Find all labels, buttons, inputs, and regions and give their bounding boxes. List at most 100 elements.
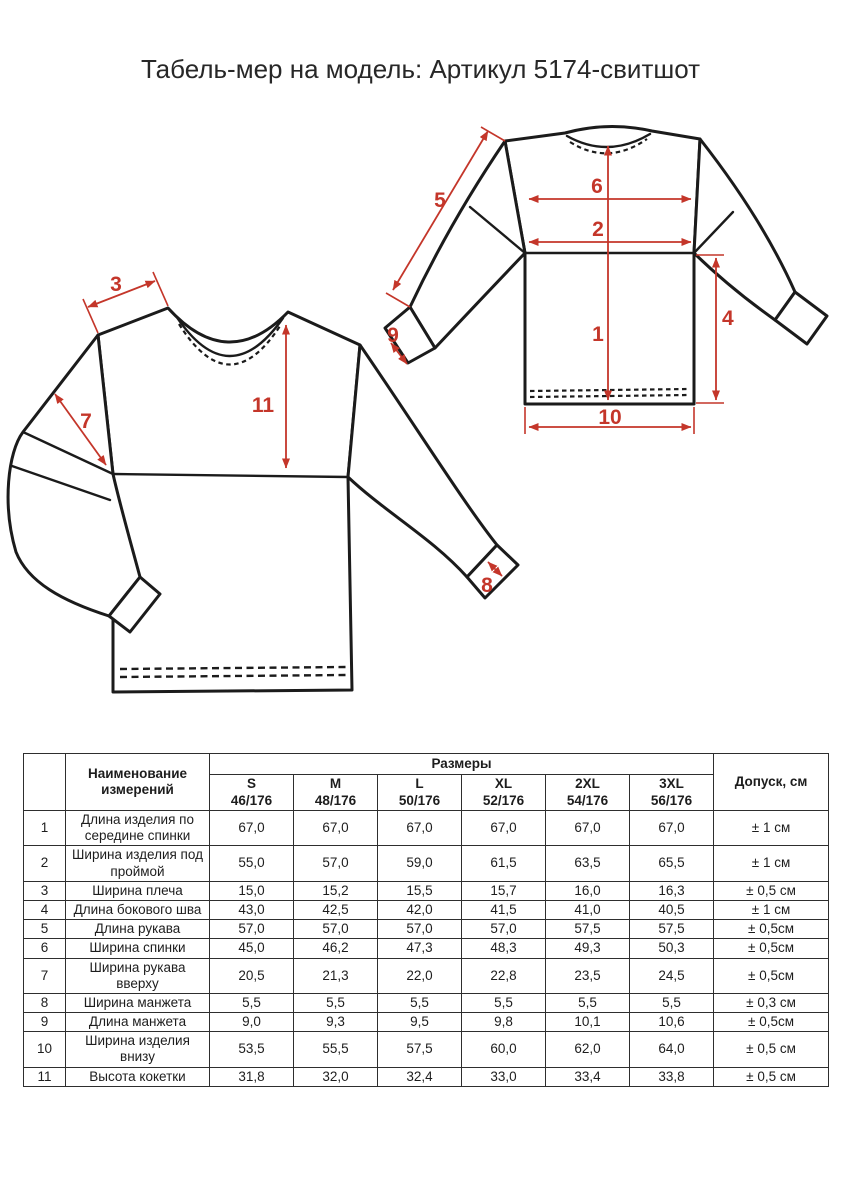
back-right-armhole-seam bbox=[692, 210, 735, 255]
value-cell: 64,0 bbox=[628, 1031, 715, 1068]
value-cell: 67,0 bbox=[377, 809, 462, 847]
value-cell: 47,3 bbox=[377, 938, 462, 959]
value-cell: 45,0 bbox=[209, 938, 294, 959]
size-header-cell: M 48/176 bbox=[293, 774, 378, 811]
dim-8-arrow bbox=[487, 561, 503, 577]
size-header-cell: 2XL 54/176 bbox=[545, 774, 630, 811]
size-header-row: S 46/176 M 48/176 L 50/176 XL 52/176 2XL 54/176 3X… bbox=[24, 774, 829, 811]
front-yoke-seam bbox=[111, 472, 350, 479]
value-cell: 55,0 bbox=[209, 845, 294, 882]
value-cell: 20,5 bbox=[209, 957, 294, 994]
size-label: L bbox=[415, 776, 424, 792]
size-height-label: 54/176 bbox=[566, 792, 609, 808]
value-cell: 57,0 bbox=[293, 919, 378, 940]
size-height-label: 46/176 bbox=[230, 792, 273, 808]
value-cell: 57,5 bbox=[545, 919, 630, 940]
dim-label-7: 7 bbox=[80, 410, 92, 433]
value-cell: 33,8 bbox=[628, 1066, 715, 1087]
tolerance-column-header: Допуск, см bbox=[713, 753, 830, 811]
value-cell: 5,5 bbox=[461, 992, 546, 1014]
value-cell: 21,3 bbox=[293, 957, 378, 994]
value-cell: 15,2 bbox=[293, 880, 378, 901]
row-number-cell: 9 bbox=[23, 1012, 66, 1033]
size-header-cell: L 50/176 bbox=[377, 774, 462, 811]
table-row: 5 Длина рукава 57,0 57,0 57,0 57,0 57,5 57,5 ± 0… bbox=[23, 919, 830, 940]
back-hem-stitch-1 bbox=[529, 387, 690, 393]
size-label: S bbox=[246, 776, 256, 792]
measurement-name-cell: Ширина изделия внизу bbox=[65, 1031, 210, 1068]
sweatshirt-back-view: 5 6 2 1 4 10 9 bbox=[383, 125, 829, 434]
measurement-name-cell: Высота кокетки bbox=[65, 1066, 210, 1087]
value-cell: 32,4 bbox=[377, 1066, 462, 1087]
row-number-cell: 11 bbox=[23, 1066, 66, 1087]
table-row: 2 Ширина изделия под проймой 55,0 57,0 59,0 6… bbox=[23, 845, 830, 882]
size-height-label: 50/176 bbox=[398, 792, 441, 808]
measurement-table: Наименование измерений Размеры Допуск, с… bbox=[23, 753, 830, 1087]
value-cell: 67,0 bbox=[293, 809, 378, 847]
sizes-group-header: Размеры bbox=[208, 753, 715, 775]
size-header-cell: S 46/176 bbox=[209, 774, 294, 811]
tolerance-cell: ± 0,5 см bbox=[713, 880, 830, 901]
dim-5-ext-a bbox=[480, 126, 506, 142]
value-cell: 57,0 bbox=[209, 919, 294, 940]
dim-3-ext-a bbox=[82, 298, 99, 334]
dim-5-ext-b bbox=[385, 292, 411, 308]
table-body: 1 Длина изделия по середине спинки 67,0 67,… bbox=[23, 809, 830, 1087]
value-cell: 67,0 bbox=[461, 809, 546, 847]
row-number-cell: 2 bbox=[23, 845, 66, 882]
number-column-header bbox=[23, 753, 66, 811]
value-cell: 43,0 bbox=[209, 899, 294, 921]
value-cell: 48,3 bbox=[461, 938, 546, 959]
value-cell: 22,8 bbox=[461, 957, 546, 994]
value-cell: 67,0 bbox=[545, 809, 630, 847]
table-row: 9 Длина манжета 9,0 9,3 9,5 9,8 10,1 10,6 ± 0,5с… bbox=[23, 1012, 830, 1033]
measurement-name-cell: Длина манжета bbox=[65, 1012, 210, 1033]
value-cell: 9,8 bbox=[461, 1012, 546, 1033]
value-cell: 31,8 bbox=[209, 1066, 294, 1087]
value-cell: 5,5 bbox=[293, 992, 378, 1014]
value-cell: 42,5 bbox=[293, 899, 378, 921]
value-cell: 15,5 bbox=[377, 880, 462, 901]
row-number-cell: 6 bbox=[23, 938, 66, 959]
table-row: 8 Ширина манжета 5,5 5,5 5,5 5,5 5,5 5,5 ± 0,3 с… bbox=[23, 992, 830, 1014]
back-right-cuff-path bbox=[773, 290, 829, 346]
dim-9-arrow bbox=[390, 342, 408, 365]
size-header-cell: 3XL 56/176 bbox=[628, 774, 715, 811]
value-cell: 10,6 bbox=[628, 1012, 715, 1033]
dim-7-arrow bbox=[54, 393, 107, 466]
value-cell: 60,0 bbox=[461, 1031, 546, 1068]
value-cell: 40,5 bbox=[628, 899, 715, 921]
value-cell: 16,3 bbox=[628, 880, 715, 901]
value-cell: 24,5 bbox=[628, 957, 715, 994]
value-cell: 61,5 bbox=[461, 845, 546, 882]
front-right-sleeve-path bbox=[346, 343, 499, 579]
dim-label-2: 2 bbox=[592, 218, 604, 241]
back-body-path bbox=[503, 125, 702, 406]
table-row: 10 Ширина изделия внизу 53,5 55,5 57,5 60,0 62… bbox=[23, 1031, 830, 1068]
size-height-label: 52/176 bbox=[482, 792, 525, 808]
sweatshirt-front-view: 3 7 11 8 bbox=[6, 271, 520, 694]
measurement-name-cell: Ширина изделия под проймой bbox=[65, 845, 210, 882]
dim-label-10: 10 bbox=[598, 406, 621, 429]
size-height-label: 48/176 bbox=[314, 792, 357, 808]
value-cell: 22,0 bbox=[377, 957, 462, 994]
front-hem-stitch-1 bbox=[119, 665, 347, 671]
value-cell: 16,0 bbox=[545, 880, 630, 901]
value-cell: 62,0 bbox=[545, 1031, 630, 1068]
dim-label-8: 8 bbox=[481, 574, 493, 597]
value-cell: 57,0 bbox=[293, 845, 378, 882]
value-cell: 33,0 bbox=[461, 1066, 546, 1087]
tolerance-cell: ± 0,5см bbox=[713, 957, 830, 994]
value-cell: 41,5 bbox=[461, 899, 546, 921]
back-hem-stitch-2 bbox=[529, 393, 690, 399]
tolerance-cell: ± 0,5см bbox=[713, 919, 830, 940]
page-title: Табель-мер на модель: Артикул 5174-свитш… bbox=[140, 54, 701, 84]
measurement-name-cell: Длина рукава bbox=[65, 919, 210, 940]
value-cell: 23,5 bbox=[545, 957, 630, 994]
front-left-cuff-path bbox=[107, 575, 162, 634]
row-number-cell: 10 bbox=[23, 1031, 66, 1068]
measurement-name-cell: Ширина плеча bbox=[65, 880, 210, 901]
value-cell: 50,3 bbox=[628, 938, 715, 959]
value-cell: 15,0 bbox=[209, 880, 294, 901]
